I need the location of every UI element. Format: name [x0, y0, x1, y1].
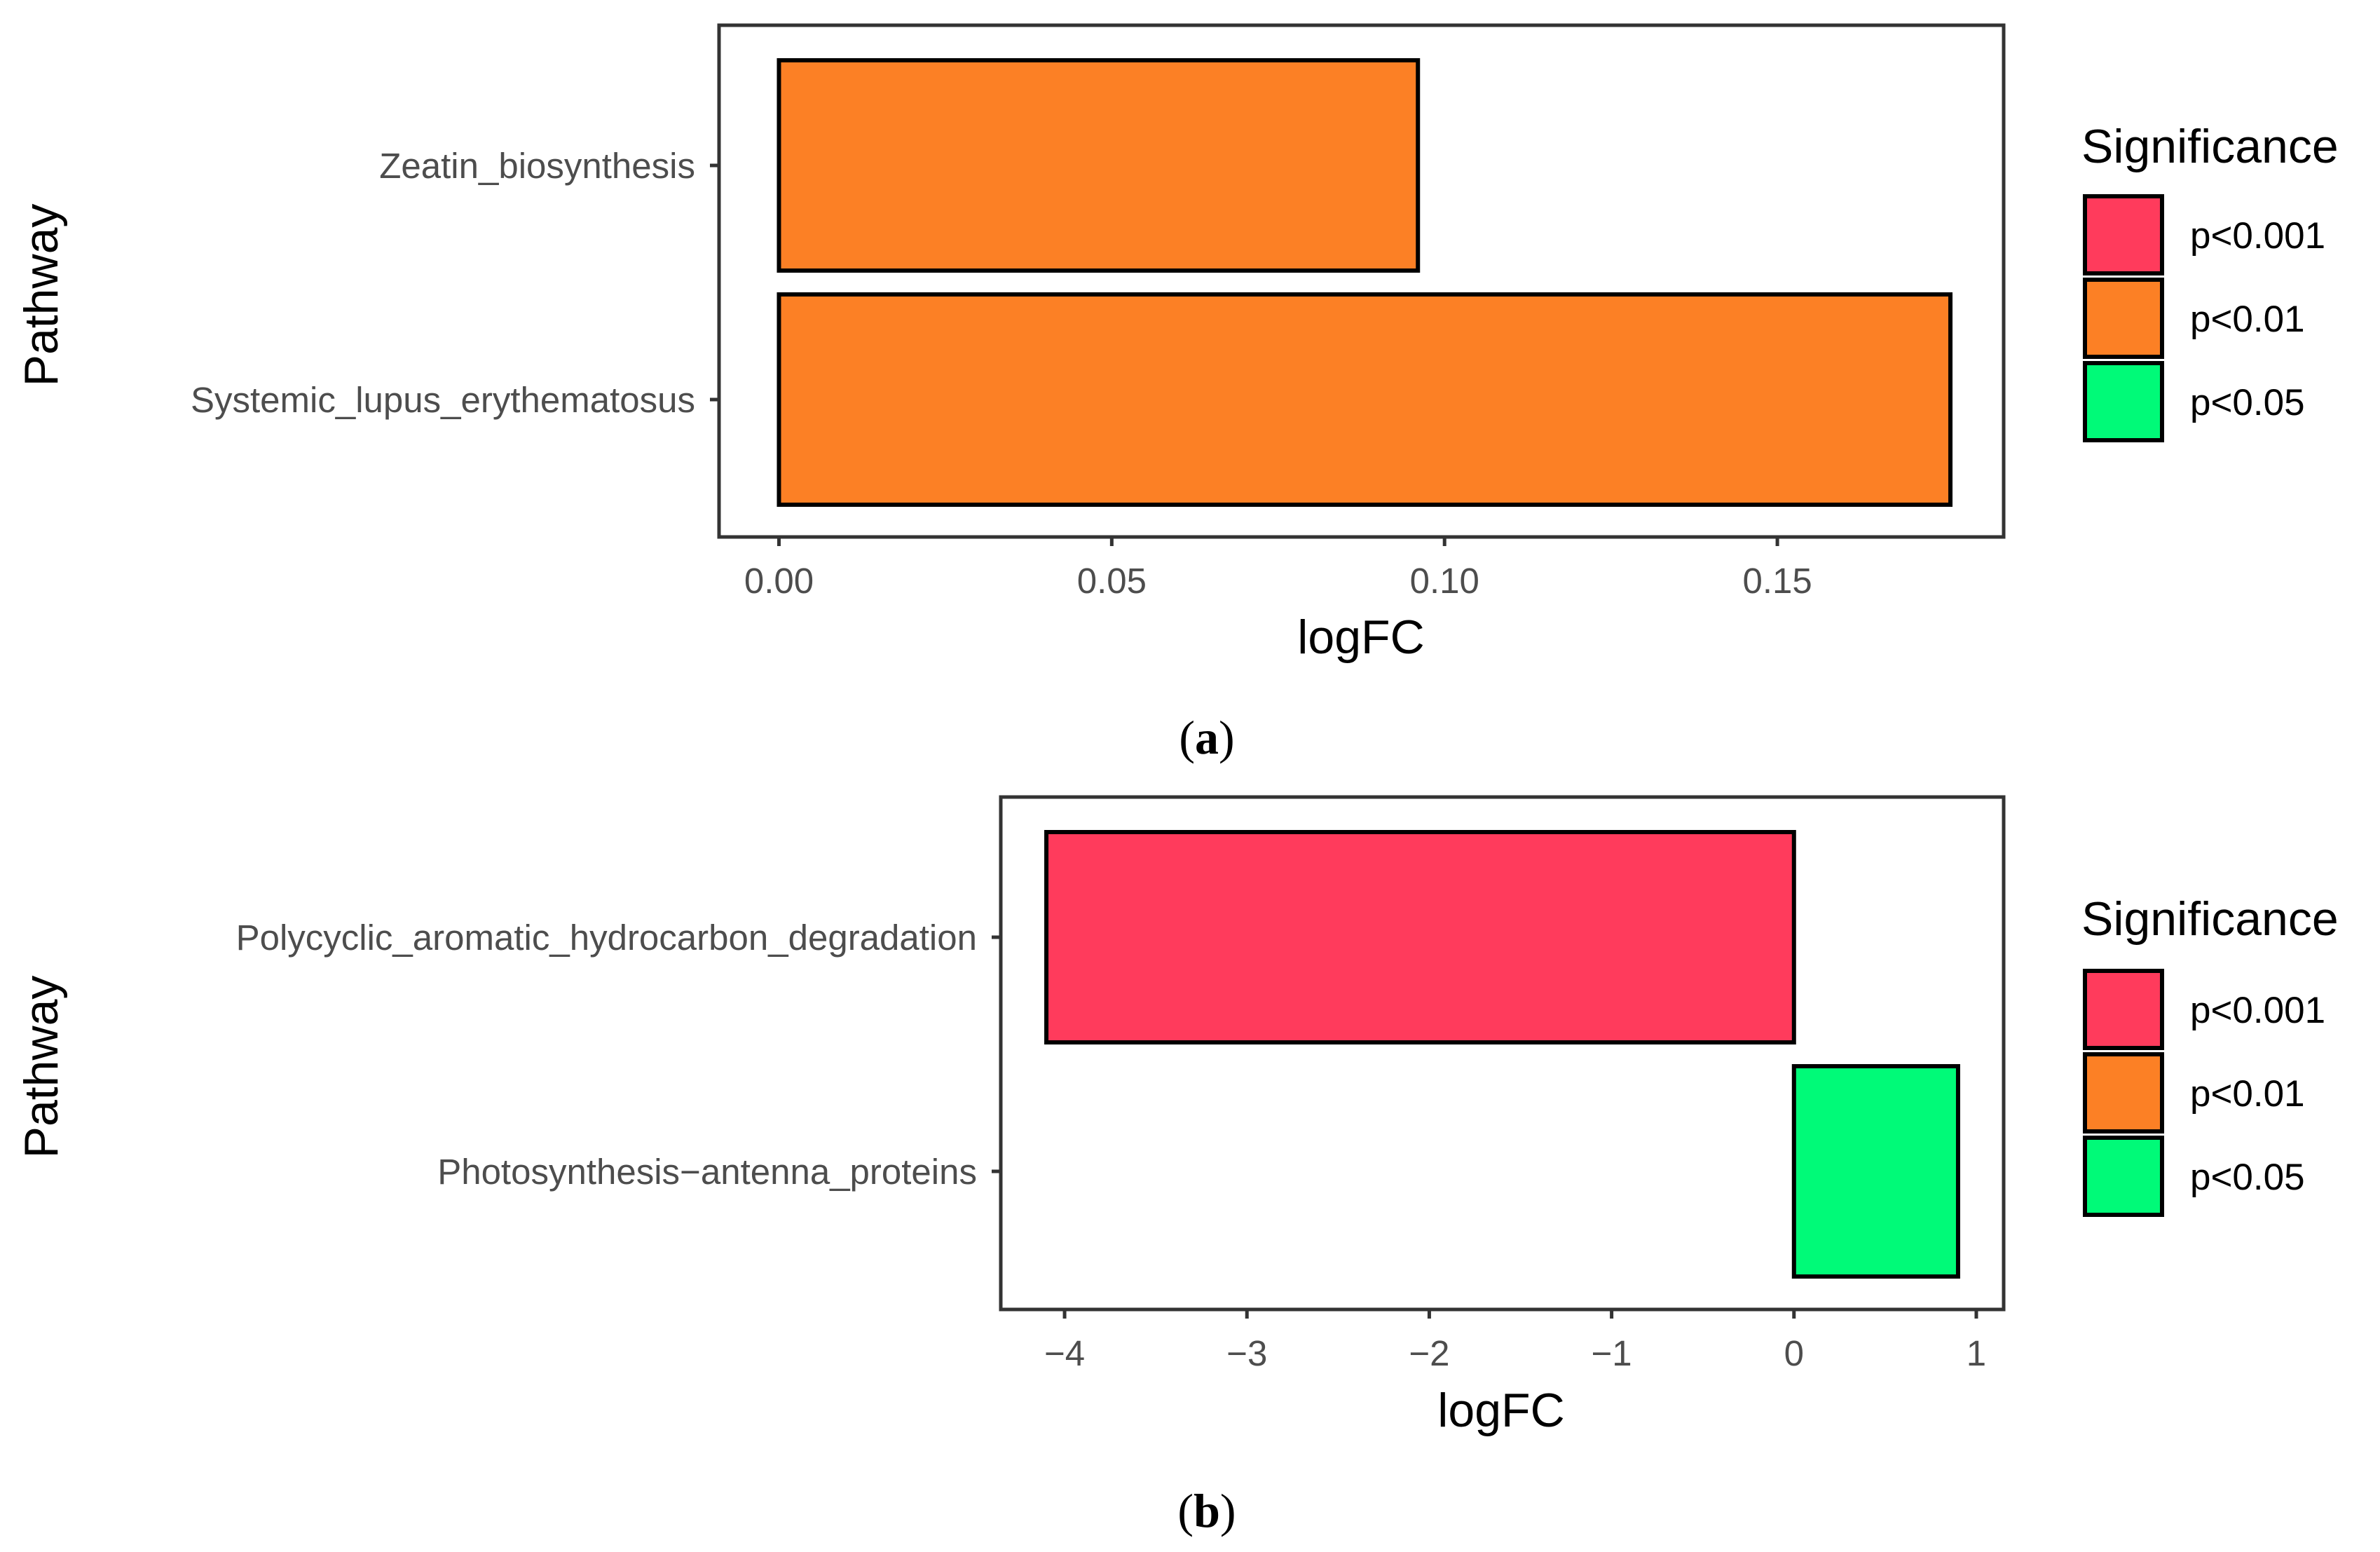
bar-a-1: [777, 292, 1953, 507]
legend: Significance p<0.001 p<0.01 p<0.05: [2081, 120, 2339, 442]
legend-key-0: [2083, 969, 2164, 1050]
legend-label-2: p<0.05: [2190, 1157, 2305, 1198]
x-tick-label-5: 1: [1967, 1333, 1986, 1373]
y-tick-label-0: Polycyclic_aromatic_hydrocarbon_degradat…: [236, 918, 977, 958]
legend: Significance p<0.001 p<0.01 p<0.05: [2081, 892, 2339, 1217]
x-tick-label-3: −1: [1592, 1333, 1632, 1373]
legend-key-0: [2083, 194, 2164, 275]
y-tick-label-1: Systemic_lupus_erythematosus: [191, 380, 695, 420]
panel-caption-letter: a: [1195, 711, 1219, 764]
x-axis-title: logFC: [1437, 1384, 1564, 1437]
legend-key-2: [2083, 361, 2164, 442]
bar-b-1: [1791, 1064, 1960, 1279]
x-tick-label-2: 0.10: [1410, 561, 1479, 601]
panel-caption-letter: b: [1194, 1484, 1220, 1537]
y-axis-title: Pathway: [15, 204, 68, 387]
y-tick-label-0: Zeatin_biosynthesis: [379, 146, 695, 186]
x-tick-label-1: 0.05: [1077, 561, 1147, 601]
legend-key-1: [2083, 278, 2164, 359]
legend-label-0: p<0.001: [2190, 990, 2325, 1031]
legend-label-0: p<0.001: [2190, 215, 2325, 257]
x-tick-label-0: 0.00: [744, 561, 814, 601]
x-tick-label-3: 0.15: [1742, 561, 1812, 601]
legend-key-1: [2083, 1052, 2164, 1134]
bar-b-0: [1044, 830, 1796, 1044]
chart-panel-a: Zeatin_biosynthesis Systemic_lupus_erythe…: [15, 23, 2339, 764]
legend-label-1: p<0.01: [2190, 299, 2305, 340]
x-tick-label-2: −2: [1409, 1333, 1449, 1373]
panel-caption: (a): [1179, 711, 1234, 764]
x-tick-label-1: −3: [1226, 1333, 1267, 1373]
legend-title: Significance: [2081, 120, 2339, 173]
y-tick-label-1: Photosynthesis−antenna_proteins: [437, 1152, 977, 1192]
legend-key-2: [2083, 1136, 2164, 1217]
chart-panel-b: Polycyclic_aromatic_hydrocarbon_degradat…: [15, 795, 2339, 1537]
y-axis-title: Pathway: [15, 976, 68, 1159]
x-tick-label-0: −4: [1044, 1333, 1085, 1373]
x-tick-label-4: 0: [1784, 1333, 1804, 1373]
legend-label-2: p<0.05: [2190, 382, 2305, 423]
panel-caption: (b): [1177, 1484, 1236, 1537]
legend-title: Significance: [2081, 892, 2339, 946]
bar-a-0: [777, 58, 1421, 273]
x-axis-title: logFC: [1297, 611, 1424, 664]
legend-label-1: p<0.01: [2190, 1073, 2305, 1115]
